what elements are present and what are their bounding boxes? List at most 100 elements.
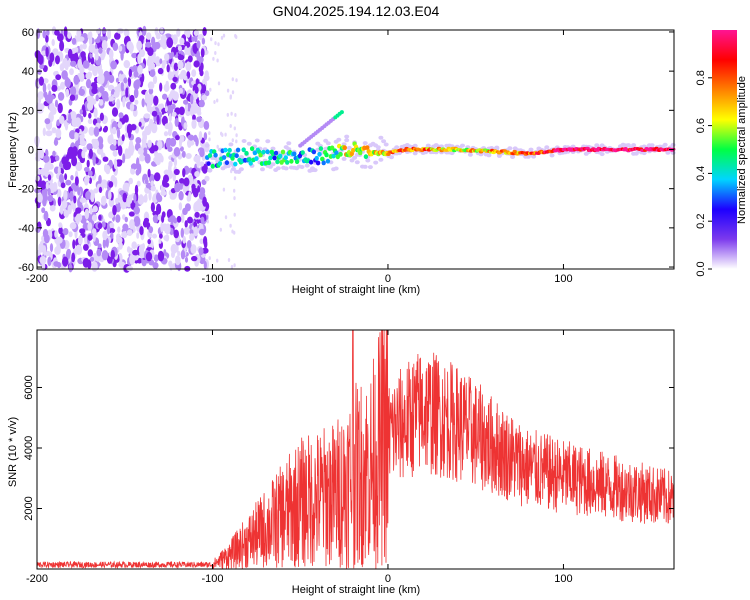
colorbar-tick-label: 0.6 — [695, 118, 707, 133]
noise-speckle — [192, 114, 196, 121]
noise-speckle — [69, 86, 77, 97]
noise-speckle — [196, 50, 201, 61]
ridge-halo — [478, 152, 484, 157]
ridge-halo — [325, 141, 331, 146]
noise-speckle — [133, 87, 139, 99]
noise-speckle — [186, 29, 191, 38]
noise-speckle — [108, 211, 114, 219]
noise-speckle — [74, 47, 79, 53]
ridge-halo — [486, 153, 492, 158]
noise-speckle — [121, 202, 127, 209]
noise-speckle — [125, 87, 129, 98]
ridge-halo — [383, 142, 389, 147]
ridge-halo — [346, 145, 352, 150]
noise-speckle — [150, 202, 155, 213]
noise-speckle — [193, 60, 200, 68]
noise-speckle — [209, 87, 212, 92]
noise-speckle — [93, 107, 98, 118]
ridge-halo — [225, 164, 231, 169]
noise-speckle — [191, 183, 196, 190]
noise-speckle — [118, 241, 123, 250]
noise-speckle — [130, 168, 135, 175]
noise-speckle — [178, 106, 185, 116]
noise-speckle — [163, 174, 169, 183]
noise-speckle — [116, 127, 121, 139]
noise-speckle — [71, 155, 78, 167]
ridge-halo — [349, 158, 355, 163]
noise-speckle — [233, 263, 236, 268]
noise-speckle — [157, 67, 164, 75]
noise-speckle — [110, 249, 116, 260]
noise-speckle — [64, 62, 69, 71]
noise-speckle — [36, 193, 43, 203]
ridge-point — [292, 151, 297, 157]
noise-speckle — [166, 64, 170, 73]
noise-speckle — [210, 37, 213, 42]
noise-speckle — [39, 256, 47, 265]
noise-speckle — [39, 63, 45, 70]
noise-speckle — [132, 254, 139, 261]
noise-speckle — [229, 95, 232, 100]
spectrogram-y-ticks: -60 -40 -20 0 20 40 60 — [18, 27, 674, 274]
noise-speckle — [63, 26, 68, 37]
noise-speckle — [97, 68, 104, 76]
x-tick-label: 100 — [554, 573, 572, 585]
noise-speckle — [54, 230, 58, 238]
ridge-halo — [246, 141, 252, 146]
ridge-point — [235, 147, 241, 153]
noise-speckle — [168, 160, 173, 168]
noise-speckle — [116, 98, 121, 110]
ridge-point — [254, 156, 259, 162]
noise-speckle — [171, 111, 177, 117]
noise-speckle — [89, 256, 95, 262]
noise-speckle — [122, 192, 128, 203]
noise-speckle — [235, 78, 238, 83]
ridge-point — [321, 160, 326, 166]
colorbar-ticks: 0.0 0.2 0.4 0.6 0.8 — [695, 70, 712, 277]
noise-speckle — [43, 78, 49, 84]
noise-speckle — [107, 96, 115, 102]
ridge-halo — [204, 143, 210, 148]
y-tick-label: 20 — [22, 105, 34, 117]
ridge-halo — [373, 160, 379, 165]
noise-speckle — [103, 125, 108, 132]
noise-speckle — [54, 29, 60, 36]
ridge-point — [275, 159, 280, 165]
noise-speckle — [152, 214, 159, 224]
ridge-halo — [510, 155, 516, 159]
ridge-point — [338, 151, 343, 157]
noise-speckle — [98, 174, 102, 184]
noise-speckle — [203, 261, 207, 270]
noise-speckle — [214, 41, 217, 46]
noise-speckle — [128, 177, 133, 185]
noise-speckle — [193, 134, 198, 142]
noise-speckle — [149, 69, 156, 78]
x-tick-label: -100 — [201, 573, 223, 585]
noise-speckle — [89, 207, 93, 215]
colorbar: 0.0 0.2 0.4 0.6 0.8 Normalized spectral ampl… — [695, 30, 748, 277]
noise-speckle — [129, 94, 135, 103]
noise-speckle — [202, 196, 207, 207]
noise-speckle — [108, 159, 113, 168]
noise-speckle — [163, 131, 169, 137]
noise-speckle — [91, 261, 98, 272]
noise-speckle — [145, 182, 152, 189]
noise-speckle — [208, 137, 211, 142]
noise-speckle — [227, 258, 231, 262]
noise-speckle — [83, 166, 90, 172]
noise-speckle — [108, 190, 112, 201]
noise-speckle — [169, 194, 177, 200]
noise-speckle — [67, 204, 72, 215]
figure-title: GN04.2025.194.12.03.E04 — [273, 3, 440, 19]
ridge-point — [330, 145, 335, 151]
y-tick-label: 2000 — [23, 496, 35, 520]
noise-speckle — [150, 180, 154, 187]
noise-speckle — [137, 196, 144, 205]
noise-speckle — [101, 250, 109, 261]
noise-speckle — [177, 250, 181, 257]
noise-speckle — [97, 222, 103, 230]
snr-x-label: Height of straight line (km) — [292, 584, 420, 596]
noise-speckle — [199, 228, 205, 236]
noise-speckle — [84, 208, 90, 220]
